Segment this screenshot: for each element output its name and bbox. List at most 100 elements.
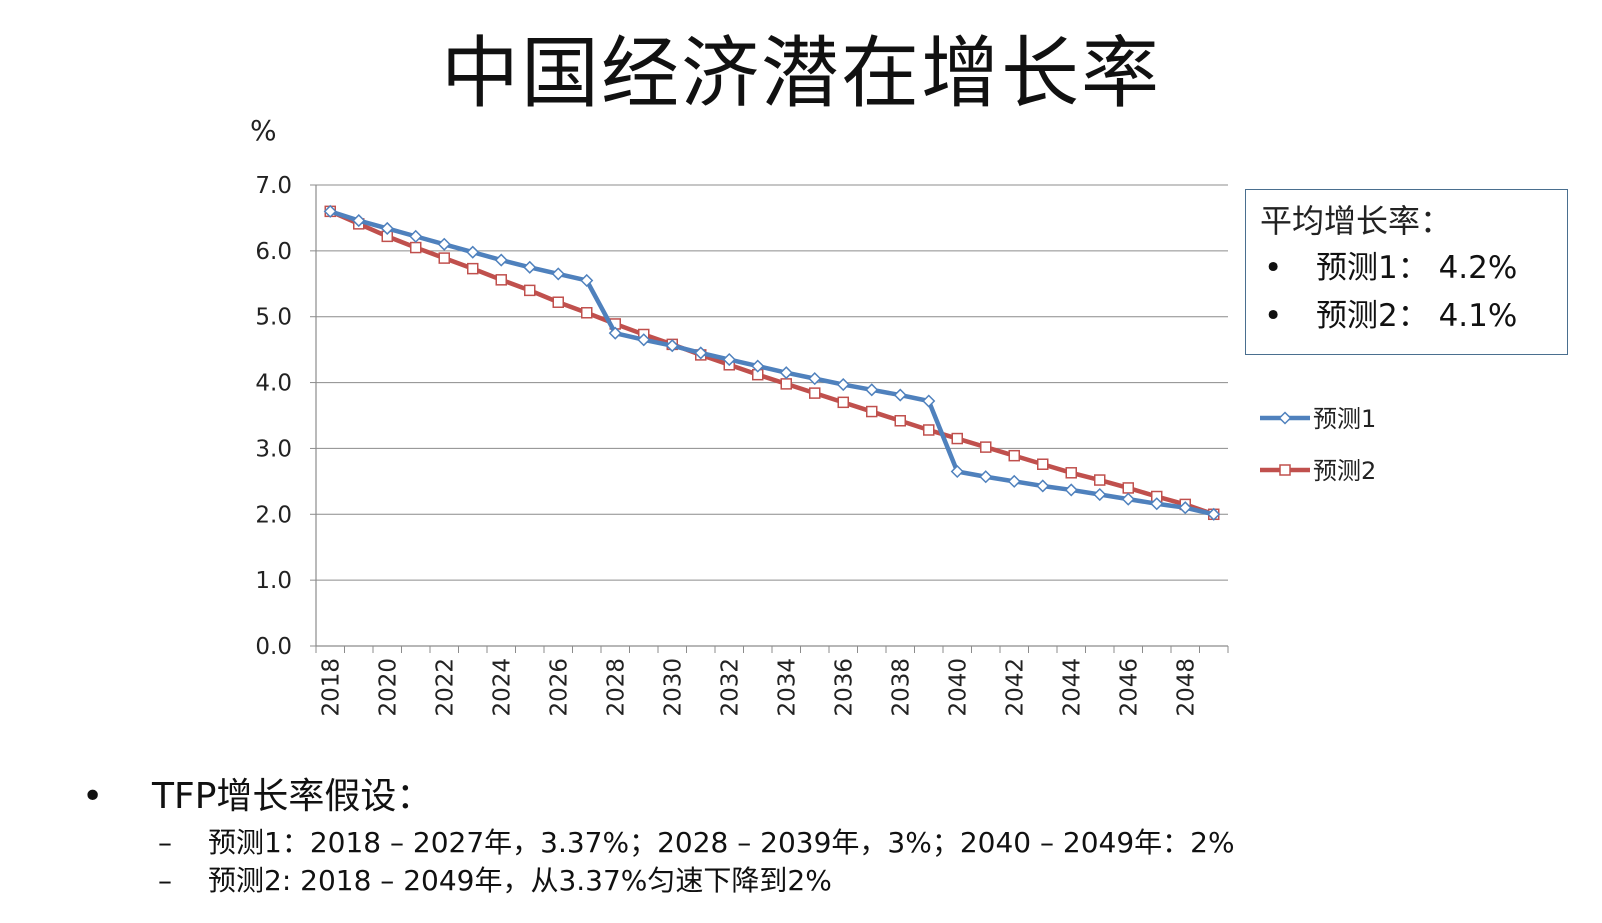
- data-point-marker: [494, 253, 508, 267]
- data-point-marker: [1065, 467, 1077, 479]
- data-point-marker: [1150, 497, 1164, 511]
- data-point-marker: [923, 424, 935, 436]
- note-sub-text: 预测1：2018 – 2027年，3.37%；2028 – 2039年，3%；2…: [208, 826, 1235, 859]
- x-tick-label: 2046: [1116, 658, 1142, 717]
- data-point-marker: [1007, 474, 1021, 488]
- data-point-marker: [1122, 482, 1134, 494]
- note-sub-item: – 预测2: 2018 – 2049年，从3.37%匀速下降到2%: [158, 862, 1572, 900]
- bullet-icon: •: [1264, 298, 1283, 334]
- x-tick-label: 2018: [318, 658, 344, 717]
- data-point-marker: [1278, 411, 1292, 425]
- y-tick-label: 6.0: [255, 239, 292, 265]
- data-point-marker: [1178, 501, 1192, 515]
- data-point-marker: [836, 377, 850, 392]
- data-point-marker: [950, 464, 964, 479]
- data-point-marker: [1121, 492, 1135, 506]
- data-point-marker: [323, 204, 337, 218]
- x-tick-label: 2030: [660, 658, 686, 717]
- data-point-marker: [809, 387, 821, 399]
- y-axis-ticks: 0.0 1.0 2.0 3.0 4.0 5.0 6.0 7.0: [255, 173, 316, 660]
- data-point-marker: [779, 366, 793, 380]
- data-point-marker: [722, 352, 736, 367]
- x-tick-label: 2048: [1173, 658, 1199, 717]
- data-point-marker: [608, 326, 622, 340]
- data-point-marker: [1036, 479, 1050, 493]
- dash-icon: –: [158, 864, 172, 897]
- x-tick-label: 2020: [375, 658, 401, 717]
- data-point-marker: [1008, 449, 1020, 462]
- data-point-marker: [951, 432, 963, 445]
- data-point-marker: [893, 388, 907, 402]
- data-point-marker: [808, 372, 822, 386]
- data-point-marker: [780, 378, 792, 390]
- data-point-marker: [1037, 458, 1049, 470]
- data-point-marker: [551, 267, 565, 281]
- data-point-marker: [922, 394, 936, 408]
- average-growth-box: 平均增长率： • 预测1： 4.2% • 预测2： 4.1%: [1245, 189, 1568, 355]
- x-tick-label: 2024: [489, 658, 515, 717]
- data-point-marker: [1279, 464, 1291, 476]
- data-point-marker: [552, 296, 564, 308]
- y-tick-label: 0.0: [255, 634, 292, 660]
- gridlines: [316, 184, 1228, 647]
- x-tick-label: 2040: [945, 658, 971, 717]
- data-point-marker: [352, 214, 366, 228]
- data-point-marker: [980, 441, 992, 453]
- data-point-marker: [409, 229, 423, 243]
- x-tick-label: 2028: [603, 658, 629, 717]
- legend-item: 预测2: [1260, 457, 1376, 485]
- x-tick-label: 2044: [1059, 658, 1085, 717]
- data-point-marker: [665, 339, 679, 353]
- data-point-marker: [524, 284, 536, 297]
- legend-item: 预测1: [1260, 405, 1376, 433]
- average-item-text: 预测2： 4.1%: [1316, 298, 1518, 334]
- y-tick-label: 2.0: [255, 502, 292, 528]
- note-heading: • TFP增长率假设：: [72, 770, 1572, 824]
- data-point-marker: [751, 359, 765, 373]
- note-sub-text: 预测2: 2018 – 2049年，从3.37%匀速下降到2%: [208, 864, 832, 897]
- average-item-2: • 预测2： 4.1%: [1260, 292, 1553, 340]
- series-预测2: [324, 205, 1220, 521]
- dash-icon: –: [158, 826, 172, 859]
- data-point-marker: [380, 221, 394, 236]
- data-point-marker: [894, 415, 906, 427]
- y-tick-label: 3.0: [255, 436, 292, 462]
- average-item-1: • 预测1： 4.2%: [1260, 244, 1553, 292]
- data-point-marker: [694, 346, 708, 360]
- data-point-marker: [410, 241, 422, 254]
- bullet-icon: •: [82, 776, 104, 817]
- data-point-marker: [866, 405, 878, 418]
- legend-label: 预测2: [1313, 457, 1376, 485]
- note-sub-item: – 预测1：2018 – 2027年，3.37%；2028 – 2039年，3%…: [158, 824, 1572, 862]
- x-tick-label: 2032: [717, 658, 743, 717]
- data-point-marker: [466, 245, 480, 259]
- data-point-marker: [580, 273, 594, 288]
- y-tick-label: 4.0: [255, 371, 292, 397]
- data-point-marker: [865, 383, 879, 397]
- y-tick-label: 7.0: [255, 173, 292, 199]
- y-tick-label: 1.0: [255, 568, 292, 594]
- x-tick-label: 2042: [1002, 658, 1028, 717]
- data-point-marker: [1093, 487, 1107, 502]
- data-point-marker: [495, 274, 507, 286]
- data-point-marker: [437, 237, 451, 251]
- x-tick-label: 2034: [774, 658, 800, 717]
- data-point-marker: [581, 307, 593, 319]
- data-point-marker: [979, 470, 993, 484]
- x-tick-label: 2036: [831, 658, 857, 717]
- data-point-marker: [1207, 507, 1221, 521]
- data-point-marker: [1094, 474, 1106, 486]
- x-tick-label: 2026: [546, 658, 572, 717]
- series-line: [329, 209, 1215, 517]
- legend-label: 预测1: [1313, 405, 1376, 433]
- legend: 预测1 预测2: [1260, 405, 1376, 485]
- series-group: [323, 204, 1221, 521]
- series-line: [329, 209, 1215, 517]
- x-tick-label: 2038: [888, 658, 914, 717]
- series-预测1: [323, 204, 1221, 521]
- x-axis-ticks: 2018 2020 2022 2024 2026 2028 2030 2032 2034 2036…: [315, 646, 1229, 717]
- y-axis-unit-label: %: [250, 114, 277, 147]
- page-title: 中国经济潜在增长率: [440, 29, 1161, 119]
- x-tick-label: 2022: [432, 658, 458, 717]
